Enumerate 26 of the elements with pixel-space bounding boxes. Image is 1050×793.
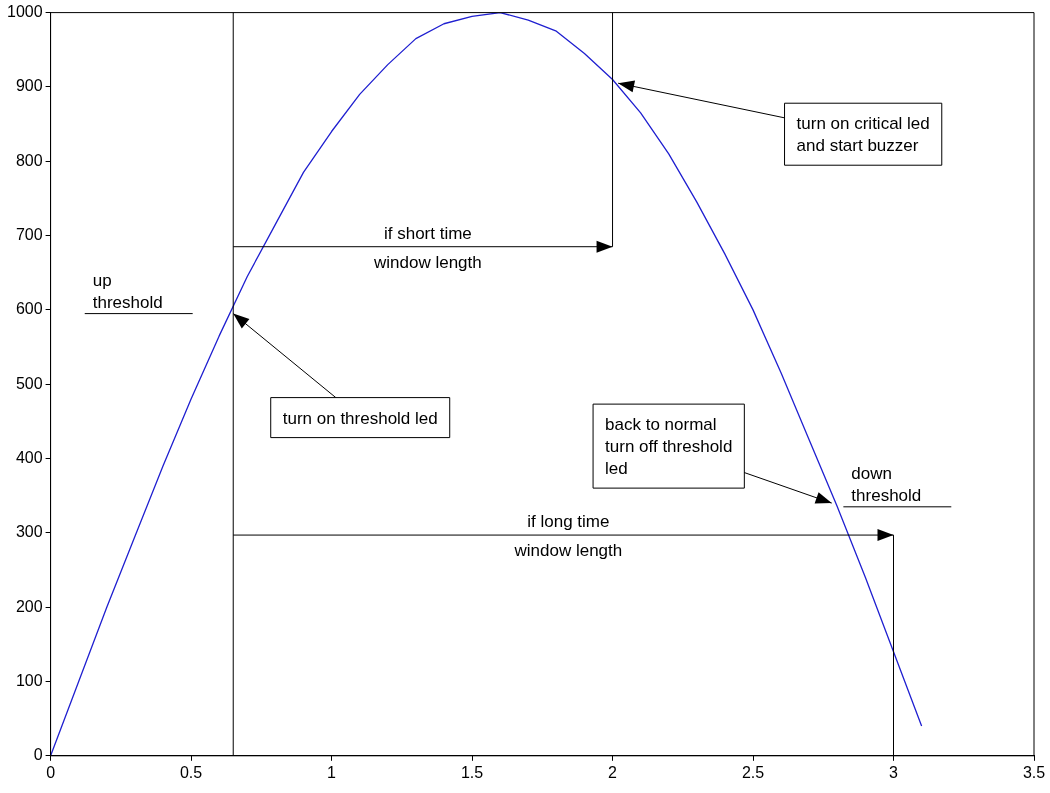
annotation: up threshold <box>92 270 163 312</box>
y-tick-label: 0 <box>33 746 43 764</box>
x-tick-label: 0.5 <box>179 763 203 781</box>
y-tick-label: 700 <box>15 225 43 243</box>
annotation: turn on threshold led <box>282 408 438 428</box>
annotation: turn on critical led and start buzzer <box>796 114 930 156</box>
x-tick-label: 2.5 <box>741 763 765 781</box>
annotation: if short time window length <box>373 223 482 272</box>
annotation: down threshold <box>851 463 922 505</box>
y-tick-label: 500 <box>15 374 43 392</box>
y-tick-label: 800 <box>15 151 43 169</box>
x-tick-label: 3.5 <box>1022 763 1046 781</box>
annotation: if long time window length <box>513 512 623 561</box>
y-tick-label: 300 <box>15 523 43 541</box>
y-tick-label: 100 <box>15 671 43 689</box>
y-tick-label: 900 <box>15 77 43 95</box>
annotation: back to normal turn off threshold led <box>605 415 733 479</box>
x-tick-label: 2 <box>608 763 618 781</box>
x-tick-label: 1 <box>327 763 337 781</box>
y-tick-label: 600 <box>15 300 43 318</box>
y-tick-label: 400 <box>15 448 43 466</box>
x-tick-label: 0 <box>46 763 56 781</box>
x-tick-label: 3 <box>889 763 899 781</box>
y-tick-label: 200 <box>15 597 43 615</box>
y-tick-label: 1000 <box>7 3 43 21</box>
x-tick-label: 1.5 <box>460 763 484 781</box>
